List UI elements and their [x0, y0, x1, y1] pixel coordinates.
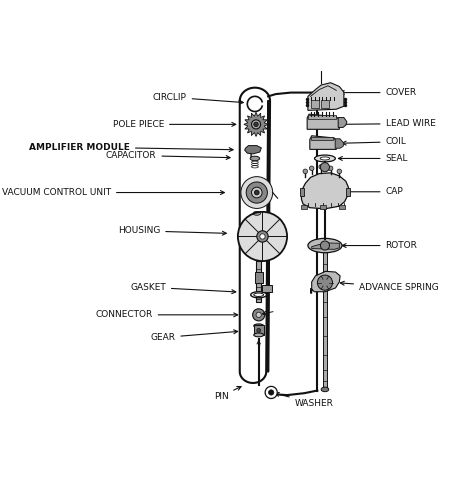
Polygon shape — [307, 114, 339, 129]
Bar — [346, 188, 349, 196]
Text: GASKET: GASKET — [130, 282, 236, 294]
Bar — [301, 205, 307, 209]
Circle shape — [238, 212, 287, 261]
Text: CAPACITOR: CAPACITOR — [106, 151, 230, 160]
Circle shape — [319, 164, 323, 169]
Bar — [310, 100, 319, 107]
Circle shape — [337, 169, 342, 174]
Ellipse shape — [254, 333, 264, 337]
Circle shape — [241, 176, 273, 208]
Ellipse shape — [320, 157, 330, 160]
Text: CIRCLIP: CIRCLIP — [153, 93, 243, 104]
Text: POLE PIECE: POLE PIECE — [113, 120, 236, 129]
Ellipse shape — [315, 155, 336, 162]
Text: VACUUM CONTROL UNIT: VACUUM CONTROL UNIT — [2, 188, 224, 197]
Circle shape — [252, 187, 262, 198]
Circle shape — [310, 166, 314, 171]
Text: CONNECTOR: CONNECTOR — [95, 310, 237, 320]
Circle shape — [257, 328, 261, 332]
Bar — [262, 284, 272, 292]
Circle shape — [269, 390, 274, 395]
Bar — [339, 205, 345, 209]
Bar — [255, 272, 263, 282]
Bar — [320, 205, 326, 209]
Polygon shape — [338, 118, 347, 127]
Circle shape — [252, 120, 261, 129]
Polygon shape — [312, 243, 339, 249]
Bar — [301, 188, 304, 196]
Circle shape — [320, 241, 329, 250]
Circle shape — [257, 231, 268, 242]
Circle shape — [254, 122, 258, 127]
Bar — [256, 261, 261, 302]
Text: WASHER: WASHER — [275, 392, 334, 408]
Bar — [321, 100, 329, 107]
Bar — [310, 137, 333, 140]
Text: COVER: COVER — [340, 88, 417, 97]
Text: GEAR: GEAR — [150, 330, 237, 342]
Bar — [323, 253, 327, 389]
Ellipse shape — [250, 156, 260, 161]
Bar — [254, 325, 264, 335]
Polygon shape — [301, 173, 348, 209]
Circle shape — [320, 162, 329, 172]
Text: COIL: COIL — [342, 137, 406, 147]
Polygon shape — [245, 146, 261, 154]
Text: CAP: CAP — [343, 187, 403, 196]
Text: PIN: PIN — [214, 387, 241, 401]
Circle shape — [265, 387, 277, 399]
Text: LEAD WIRE: LEAD WIRE — [338, 119, 436, 128]
Circle shape — [303, 169, 308, 174]
Text: ROTOR: ROTOR — [342, 241, 418, 250]
Polygon shape — [310, 136, 337, 149]
Text: ADVANCE SPRING: ADVANCE SPRING — [340, 281, 439, 292]
Circle shape — [253, 309, 265, 321]
Circle shape — [255, 190, 259, 195]
Circle shape — [246, 182, 267, 203]
Ellipse shape — [321, 387, 329, 392]
Bar — [308, 115, 337, 119]
Circle shape — [328, 166, 333, 171]
Polygon shape — [335, 139, 344, 148]
Text: AMPLIFIER MODULE: AMPLIFIER MODULE — [29, 143, 233, 152]
Ellipse shape — [251, 292, 267, 298]
Polygon shape — [308, 83, 344, 110]
Ellipse shape — [254, 324, 264, 328]
Ellipse shape — [253, 212, 261, 215]
Circle shape — [256, 312, 261, 318]
Polygon shape — [310, 271, 340, 293]
Ellipse shape — [254, 293, 264, 296]
Text: HOUSING: HOUSING — [118, 226, 226, 235]
Text: SEAL: SEAL — [338, 154, 408, 163]
Circle shape — [318, 275, 333, 290]
Polygon shape — [244, 112, 268, 136]
Circle shape — [260, 234, 265, 239]
Ellipse shape — [308, 239, 342, 253]
